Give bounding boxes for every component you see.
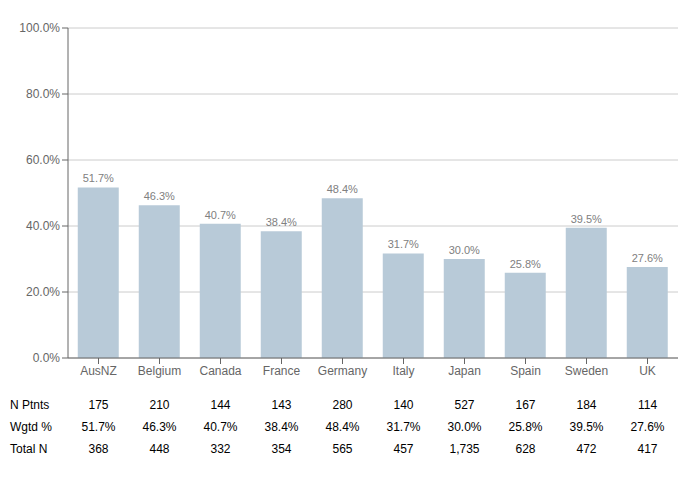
html-text:628: 628: [515, 442, 536, 456]
html-text:27.6%: 27.6%: [630, 420, 665, 434]
html-text:210: 210: [149, 398, 170, 412]
html-text:46.3%: 46.3%: [142, 420, 177, 434]
svg-text:80.0%: 80.0%: [26, 87, 60, 101]
html-text:565: 565: [332, 442, 353, 456]
svg-text:Canada: Canada: [199, 364, 241, 378]
html-text:25.8%: 25.8%: [508, 420, 543, 434]
html-text:167: 167: [515, 398, 536, 412]
svg-text:Japan: Japan: [448, 364, 481, 378]
svg-text:25.8%: 25.8%: [510, 258, 541, 270]
svg-text:38.4%: 38.4%: [266, 216, 297, 228]
html-text:143: 143: [271, 398, 292, 412]
svg-text:20.0%: 20.0%: [26, 285, 60, 299]
html-text:354: 354: [271, 442, 292, 456]
html-text:Wgtd %: Wgtd %: [10, 420, 52, 434]
svg-text:40.7%: 40.7%: [205, 209, 236, 221]
svg-text:27.6%: 27.6%: [632, 252, 663, 264]
svg-text:Italy: Italy: [392, 364, 414, 378]
svg-text:UK: UK: [639, 364, 656, 378]
html-text:30.0%: 30.0%: [447, 420, 482, 434]
svg-text:0.0%: 0.0%: [33, 351, 61, 365]
html-text:1,735: 1,735: [449, 442, 480, 456]
html-text:527: 527: [454, 398, 475, 412]
html-text:457: 457: [393, 442, 414, 456]
svg-text:Belgium: Belgium: [138, 364, 181, 378]
svg-text:46.3%: 46.3%: [144, 190, 175, 202]
html-text:280: 280: [332, 398, 353, 412]
svg-text:France: France: [263, 364, 301, 378]
svg-text:AusNZ: AusNZ: [80, 364, 117, 378]
html-text:472: 472: [576, 442, 597, 456]
html-text:448: 448: [149, 442, 170, 456]
html-text:417: 417: [637, 442, 658, 456]
svg-text:Spain: Spain: [510, 364, 541, 378]
html-text:144: 144: [210, 398, 231, 412]
svg-text:48.4%: 48.4%: [327, 183, 358, 195]
html-text:114: 114: [637, 398, 658, 412]
svg-text:Germany: Germany: [318, 364, 367, 378]
html-text:40.7%: 40.7%: [203, 420, 238, 434]
svg-text:100.0%: 100.0%: [19, 21, 60, 35]
html-text:38.4%: 38.4%: [264, 420, 299, 434]
svg-text:Sweden: Sweden: [565, 364, 608, 378]
svg-text:40.0%: 40.0%: [26, 219, 60, 233]
html-text:39.5%: 39.5%: [569, 420, 604, 434]
svg-text:30.0%: 30.0%: [449, 244, 480, 256]
svg-text:60.0%: 60.0%: [26, 153, 60, 167]
html-text:332: 332: [210, 442, 231, 456]
html-text:48.4%: 48.4%: [325, 420, 360, 434]
svg-text:51.7%: 51.7%: [83, 172, 114, 184]
html-text:368: 368: [88, 442, 109, 456]
svg-text:31.7%: 31.7%: [388, 238, 419, 250]
html-text:51.7%: 51.7%: [81, 420, 116, 434]
svg-text:39.5%: 39.5%: [571, 213, 602, 225]
html-text:Total N: Total N: [10, 442, 48, 456]
html-text:31.7%: 31.7%: [386, 420, 421, 434]
html-text:184: 184: [576, 398, 597, 412]
html-text:175: 175: [88, 398, 109, 412]
html-text:140: 140: [393, 398, 414, 412]
html-text:N Ptnts: N Ptnts: [10, 398, 50, 412]
